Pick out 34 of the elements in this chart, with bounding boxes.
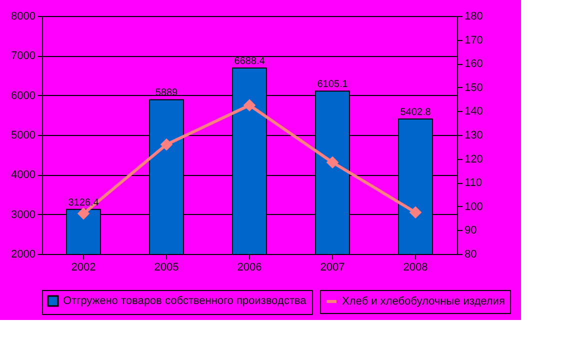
y-tick-label: 5000 [11, 130, 36, 142]
point [410, 206, 422, 218]
y2-tick-label: 130 [464, 130, 483, 142]
y2-tick-label: 150 [464, 82, 483, 94]
y2-tick-label: 160 [464, 58, 483, 70]
x-tick-label: 2006 [237, 262, 262, 274]
y2-tick-label: 90 [464, 224, 477, 237]
data-label: 6688.4 [234, 56, 266, 68]
y-tick-label: 2000 [11, 248, 36, 260]
y-tick-label: 8000 [11, 10, 36, 22]
x-tick-label: 2005 [154, 262, 179, 274]
data-label: 3126.4 [68, 197, 100, 208]
y-tick-label: 7000 [11, 50, 36, 62]
y2-tick-label: 100 [464, 200, 483, 213]
y2-tick-label: 120 [464, 153, 483, 166]
y-tick-label: 6000 [11, 90, 36, 102]
y2-tick-label: 140 [464, 106, 483, 118]
y2-tick-label: 170 [464, 34, 483, 46]
data-label: 5402.8 [400, 107, 432, 118]
legend-label: Отгружено товаров собственного производства [63, 295, 308, 307]
x-tick-label: 2002 [71, 262, 96, 274]
y-tick-label: 3000 [11, 208, 36, 221]
point [78, 208, 90, 220]
point [160, 138, 172, 150]
point [244, 100, 256, 111]
x-tick-label: 2008 [403, 262, 428, 274]
data-label: 6105.1 [317, 79, 348, 90]
point [326, 156, 338, 168]
y2-tick-label: 80 [464, 248, 477, 260]
y2-tick-label: 180 [464, 10, 483, 22]
y2-tick-label: 110 [464, 177, 482, 190]
legend-label: Хлеб и хлебобулочные изделия [342, 296, 505, 308]
x-tick-label: 2007 [320, 262, 345, 274]
y-tick-label: 4000 [11, 169, 36, 182]
